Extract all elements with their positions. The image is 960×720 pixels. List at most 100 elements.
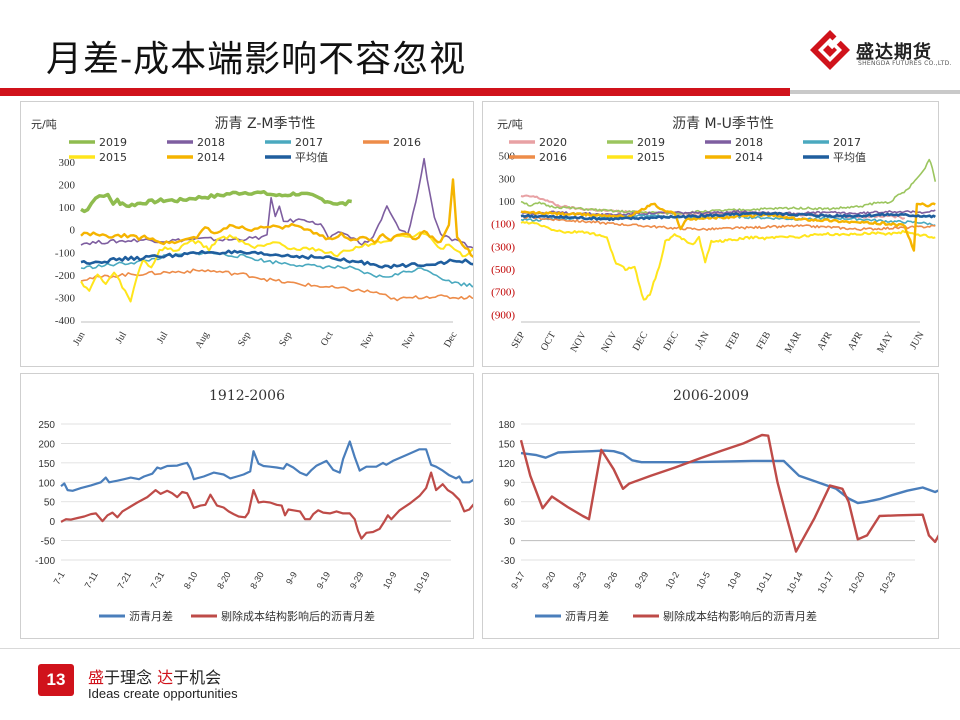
y-tick-label: -50 — [41, 537, 56, 548]
series-line-5 — [520, 215, 936, 232]
legend-label: 2016 — [539, 151, 567, 164]
x-tick-label: MAY — [875, 330, 896, 355]
legend-label: 2015 — [637, 151, 665, 164]
series-line-7 — [80, 249, 473, 270]
x-tick-label: Jun — [71, 330, 87, 348]
legend-label: 2014 — [735, 151, 763, 164]
y-tick-label: 150 — [38, 459, 55, 470]
y-tick-label: -30 — [501, 556, 516, 567]
y-tick-label: (900) — [491, 309, 515, 321]
legend-label: 2017 — [295, 136, 323, 149]
series-line-1 — [60, 440, 473, 492]
footer-divider — [0, 648, 960, 649]
x-tick-label: 9-26 — [602, 570, 620, 591]
x-tick-label: DEC — [631, 330, 651, 353]
slogan-part-1: 于理念 — [104, 668, 158, 687]
chart-title: 沥青 M-U季节性 — [672, 116, 774, 132]
series-line-1 — [80, 189, 352, 214]
x-tick-label: Nov — [359, 330, 377, 350]
y-tick-label: 500 — [499, 151, 516, 163]
y-tick-label: 0 — [49, 517, 55, 528]
x-tick-label: FEB — [754, 330, 773, 352]
series-line-6 — [80, 178, 473, 259]
legend-label: 2019 — [99, 136, 127, 149]
x-tick-label: 10-14 — [785, 570, 805, 595]
chart-1912-2006: 1912-2006 250 200 150 100 50 0 -50 -100 7-1 7-11 7-… — [35, 388, 473, 623]
chart-panel-zm-seasonal: 沥青 Z-M季节性 元/吨 300 200 100 0 -100 -200 -300 -400 Ju… — [20, 101, 474, 367]
x-tick-label: 9-29 — [633, 570, 651, 591]
legend-label: 沥青月差 — [565, 609, 609, 623]
y-tick-label: -300 — [55, 292, 76, 304]
chart-title: 1912-2006 — [209, 388, 285, 404]
slogan-char-1: 盛 — [88, 668, 105, 687]
series-line-6 — [520, 221, 936, 301]
y-tick-label: (300) — [491, 241, 515, 253]
header-divider-red — [0, 88, 790, 96]
x-tick-label: 7-21 — [115, 570, 133, 591]
series-line-4 — [80, 268, 473, 302]
x-tick-label: 10-5 — [694, 570, 712, 591]
x-tick-label: 10-23 — [877, 570, 897, 595]
legend-label: 2018 — [197, 136, 225, 149]
y-tick-label: 150 — [498, 439, 515, 450]
series-line-3 — [80, 250, 473, 288]
slogan-english: Ideas create opportunities — [88, 686, 238, 701]
x-tick-label: 9-9 — [284, 570, 299, 586]
slogan-part-2: 于机会 — [173, 668, 222, 687]
y-tick-label: -100 — [55, 247, 76, 259]
y-tick-label: (700) — [491, 287, 515, 299]
logo-subtitle: SHENGDA FUTURES CO.,LTD. — [858, 60, 952, 67]
x-tick-label: 10-11 — [754, 570, 774, 594]
x-tick-label: OCT — [539, 330, 559, 353]
y-tick-label: 300 — [499, 173, 516, 185]
x-tick-label: JAN — [693, 330, 712, 351]
y-tick-label: 90 — [504, 478, 516, 489]
x-tick-label: 7-11 — [83, 570, 100, 590]
x-tick-label: 10-20 — [846, 570, 866, 595]
x-tick-label: FEB — [724, 330, 743, 352]
x-tick-label: 8-10 — [182, 570, 200, 591]
x-tick-label: NOV — [599, 329, 620, 354]
x-tick-label: 9-20 — [540, 570, 558, 591]
x-tick-label: 10-2 — [664, 570, 682, 591]
y-tick-label: 200 — [59, 180, 76, 192]
slide-title: 月差-成本端影响不容忽视 — [46, 39, 467, 80]
x-tick-label: 9-17 — [509, 570, 527, 591]
x-tick-label: 9-23 — [571, 570, 589, 591]
x-tick-label: 9-19 — [315, 570, 333, 591]
x-tick-label: 7-1 — [52, 570, 67, 586]
series-line-2 — [80, 157, 473, 249]
legend-label: 沥青月差 — [129, 609, 173, 623]
legend-label: 剔除成本结构影响后的沥青月差 — [663, 609, 817, 623]
x-tick-label: 8-30 — [248, 570, 266, 591]
legend-label: 2014 — [197, 151, 225, 164]
x-tick-label: 8-20 — [215, 570, 233, 591]
y-tick-label: 100 — [59, 202, 76, 214]
series-line-8 — [520, 211, 936, 222]
y-axis-unit-label: 元/吨 — [497, 118, 523, 131]
x-tick-label: JUN — [908, 330, 927, 351]
chart-title: 2006-2009 — [673, 388, 749, 404]
x-tick-label: NOV — [569, 329, 590, 354]
x-tick-label: DEC — [662, 330, 682, 353]
x-tick-label: 10-8 — [725, 570, 743, 591]
logo-name: 盛达期货 — [856, 42, 932, 63]
y-tick-label: 100 — [38, 478, 55, 489]
legend-label: 平均值 — [833, 151, 866, 164]
chart-2006-2009: 2006-2009 180 150 120 90 60 30 0 -30 9-17 9-20 9-23… — [498, 388, 938, 623]
x-tick-label: 10-17 — [816, 570, 836, 595]
legend-label: 2015 — [99, 151, 127, 164]
chart-title: 沥青 Z-M季节性 — [215, 116, 316, 132]
chart-panel-mu-seasonal: 沥青 M-U季节性 元/吨 500 300 100 (100) (300) (500) (700… — [482, 101, 939, 367]
x-tick-label: MAR — [783, 330, 804, 356]
logo-mark-icon — [810, 30, 850, 70]
y-tick-label: 30 — [504, 517, 516, 528]
legend-label: 2018 — [735, 136, 763, 149]
y-tick-label: 50 — [44, 498, 56, 509]
slogan-chinese: 盛于理念 达于机会 — [88, 664, 221, 688]
legend-label: 2017 — [833, 136, 861, 149]
x-tick-label: Sep — [236, 330, 253, 348]
y-axis-unit-label: 元/吨 — [31, 118, 57, 131]
series-line-2 — [519, 433, 938, 553]
legend-label: 平均值 — [295, 151, 328, 164]
